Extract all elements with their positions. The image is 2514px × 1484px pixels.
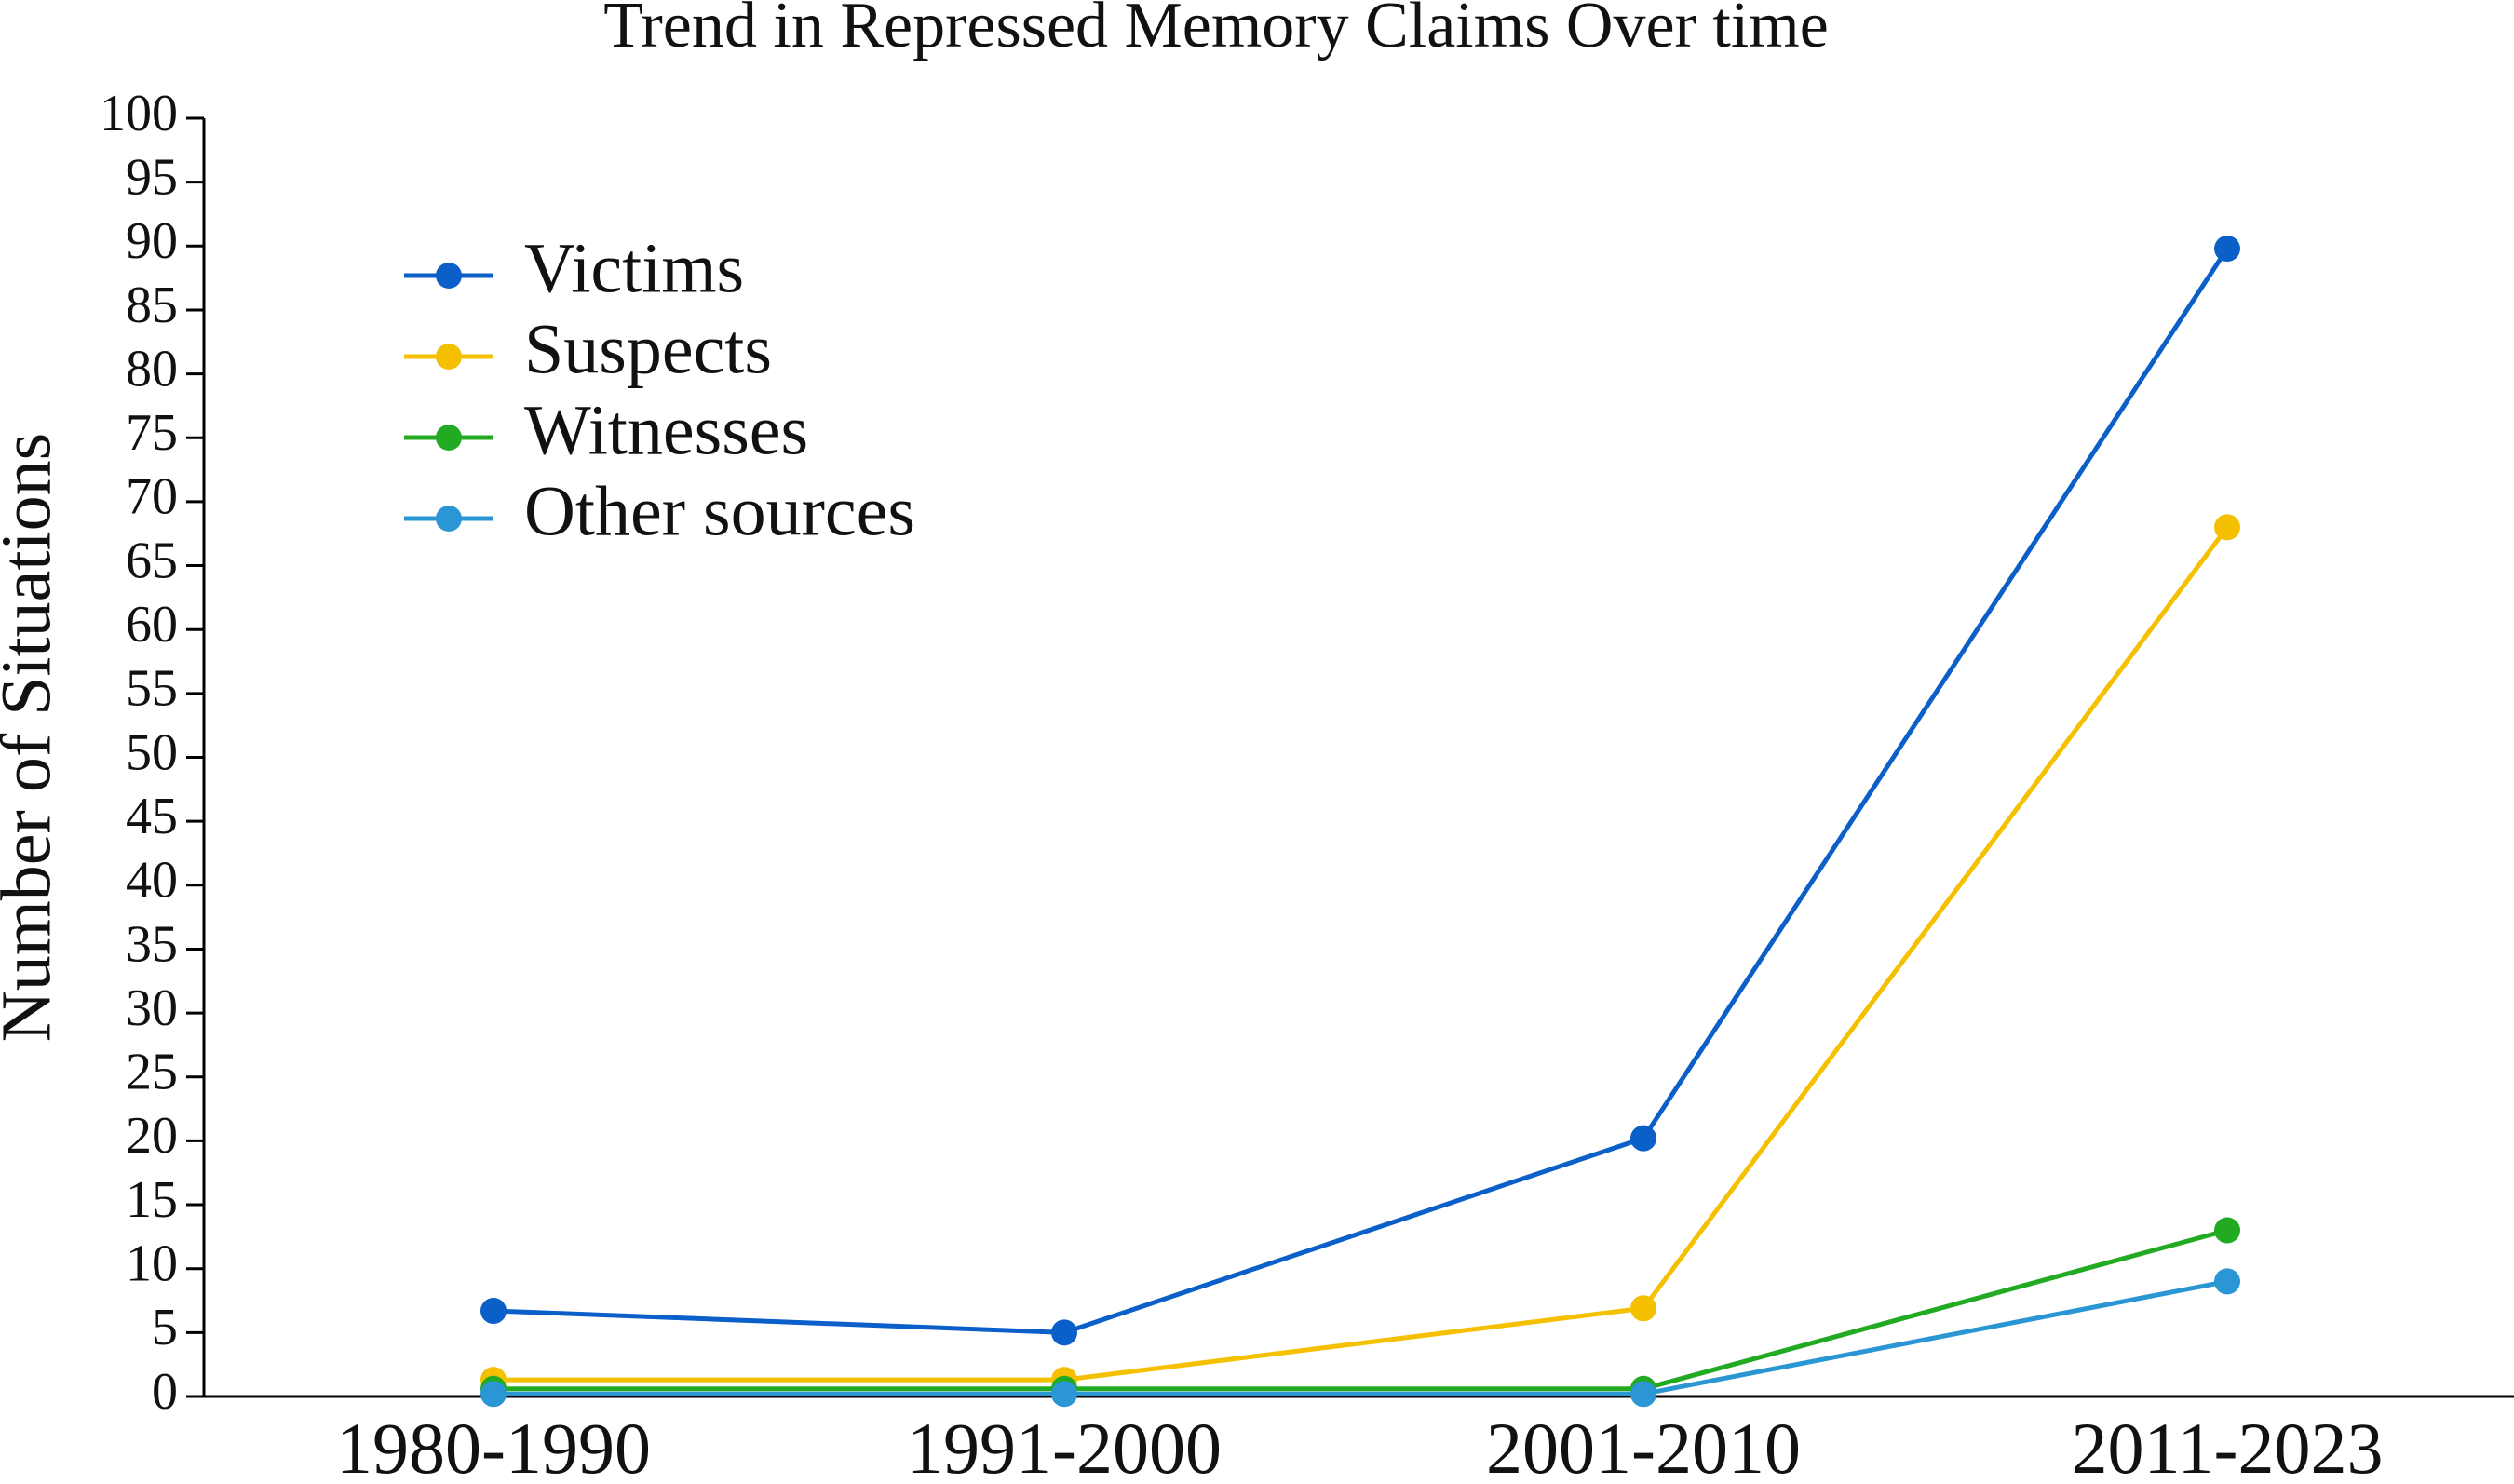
y-tick-label: 30 [126, 979, 178, 1037]
y-tick-label: 55 [126, 660, 178, 718]
legend-marker [436, 425, 462, 451]
data-point [480, 1381, 507, 1408]
y-tick-label: 25 [126, 1044, 178, 1101]
data-point [2214, 1217, 2240, 1244]
y-tick-label: 95 [126, 148, 178, 206]
legend-label: Suspects [524, 310, 772, 388]
y-tick-label: 10 [126, 1235, 178, 1293]
series-line [493, 1228, 2228, 1392]
y-tick-label: 40 [126, 852, 178, 910]
series-line [493, 1278, 2228, 1396]
y-tick-label: 5 [152, 1299, 178, 1356]
legend-label: Other sources [524, 472, 915, 550]
legend-marker [436, 344, 462, 370]
data-point [1051, 1319, 1077, 1346]
y-tick-label: 70 [126, 468, 178, 526]
y-tick-label: 0 [152, 1363, 178, 1421]
y-tick-label: 85 [126, 277, 178, 334]
series-line [493, 247, 2230, 1335]
y-tick-label: 45 [126, 788, 178, 845]
y-tick-label: 90 [126, 212, 178, 270]
x-tick-label: 1980-1990 [336, 1408, 651, 1484]
data-point [1630, 1295, 1656, 1322]
data-point [1051, 1381, 1077, 1408]
data-point [1630, 1125, 1656, 1152]
data-point [2214, 514, 2240, 541]
chart-title: Trend in Repressed Memory Claims Over ti… [603, 0, 1829, 61]
y-tick-label: 100 [100, 85, 178, 142]
y-tick-label: 50 [126, 723, 178, 781]
x-tick-label: 2011-2023 [2071, 1408, 2383, 1484]
y-tick-label: 35 [126, 915, 178, 973]
legend-marker [436, 263, 462, 289]
series-line [493, 525, 2230, 1383]
x-tick-label: 2001-2010 [1486, 1408, 1801, 1484]
data-point [1630, 1381, 1656, 1408]
legend-label: Victims [524, 229, 744, 307]
y-tick-label: 20 [126, 1107, 178, 1165]
y-tick-label: 15 [126, 1171, 178, 1229]
legend-marker [436, 506, 462, 532]
data-point [2214, 236, 2240, 263]
y-tick-label: 60 [126, 596, 178, 654]
data-point [480, 1298, 507, 1325]
y-axis-label: Number of Situations [0, 433, 65, 1042]
y-tick-label: 65 [126, 532, 178, 589]
data-point [2214, 1268, 2240, 1295]
y-tick-label: 75 [126, 404, 178, 462]
x-tick-label: 1991-2000 [907, 1408, 1222, 1484]
y-tick-label: 80 [126, 340, 178, 398]
legend-label: Witnesses [524, 391, 808, 469]
